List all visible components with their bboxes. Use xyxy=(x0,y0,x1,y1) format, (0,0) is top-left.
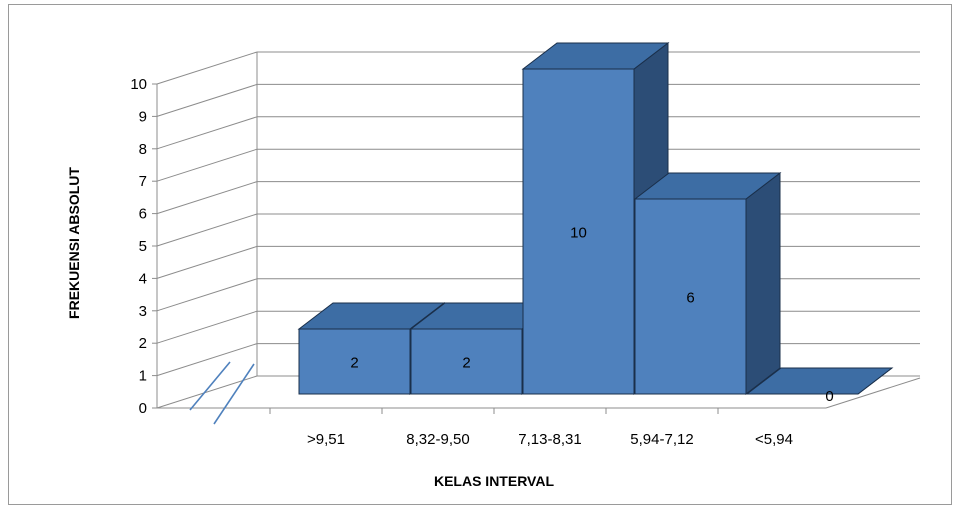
data-label: 2 xyxy=(350,355,358,372)
gridline-side xyxy=(156,278,258,312)
y-tick-label: 4 xyxy=(139,270,147,287)
bar-front-face xyxy=(410,328,523,395)
gridline-side xyxy=(156,310,258,344)
gridline-side xyxy=(156,245,258,279)
floor-right-edge xyxy=(825,377,921,409)
bar-front-face xyxy=(522,68,635,395)
y-tick-label: 6 xyxy=(139,206,147,223)
bar-front-face xyxy=(634,198,747,395)
data-label: 10 xyxy=(570,225,587,242)
x-category-label: 8,32-9,50 xyxy=(406,431,469,448)
y-tick-label: 7 xyxy=(139,173,147,190)
axis-break-mark xyxy=(213,363,255,425)
bar xyxy=(633,171,782,396)
y-tick-label: 1 xyxy=(139,368,147,385)
y-tick-label: 3 xyxy=(139,303,147,320)
gridline-side xyxy=(156,213,258,247)
x-category-label: 5,94-7,12 xyxy=(630,431,693,448)
gridline-side xyxy=(156,51,258,85)
data-labels: 2 2 10 6 0 xyxy=(350,225,833,406)
y-tick-labels: 0 1 2 3 4 5 6 7 8 9 10 xyxy=(130,76,147,417)
floor-side-edge xyxy=(156,375,258,409)
y-tick-label: 10 xyxy=(130,76,147,93)
data-label: 0 xyxy=(825,388,833,405)
gridline-side xyxy=(156,148,258,182)
axes xyxy=(152,83,826,425)
y-tick-label: 2 xyxy=(139,335,147,352)
gridline-side xyxy=(156,343,258,377)
gridline-side xyxy=(156,116,258,150)
x-category-labels: >9,51 8,32-9,50 7,13-8,31 5,94-7,12 <5,94 xyxy=(307,431,793,448)
bar-side-face xyxy=(745,171,781,396)
y-tick-label: 0 xyxy=(139,400,147,417)
gridline-side xyxy=(156,83,258,117)
data-label: 2 xyxy=(462,355,470,372)
data-label: 6 xyxy=(686,290,694,307)
y-tick-label: 8 xyxy=(139,141,147,158)
axis-break-mark xyxy=(189,361,231,411)
y-tick-label: 9 xyxy=(139,108,147,125)
y-axis-title: FREKUENSI ABSOLUT xyxy=(66,167,82,319)
y-tick-label: 5 xyxy=(139,238,147,255)
bar-top-face xyxy=(745,367,894,395)
gridline-side xyxy=(156,181,258,215)
chart-frame xyxy=(8,4,952,505)
x-category-label: <5,94 xyxy=(755,431,793,448)
bars xyxy=(297,41,894,396)
bar-front-face xyxy=(298,328,411,395)
x-category-label: 7,13-8,31 xyxy=(518,431,581,448)
x-axis-title: KELAS INTERVAL xyxy=(434,473,554,489)
x-category-label: >9,51 xyxy=(307,431,345,448)
bar xyxy=(745,367,894,395)
